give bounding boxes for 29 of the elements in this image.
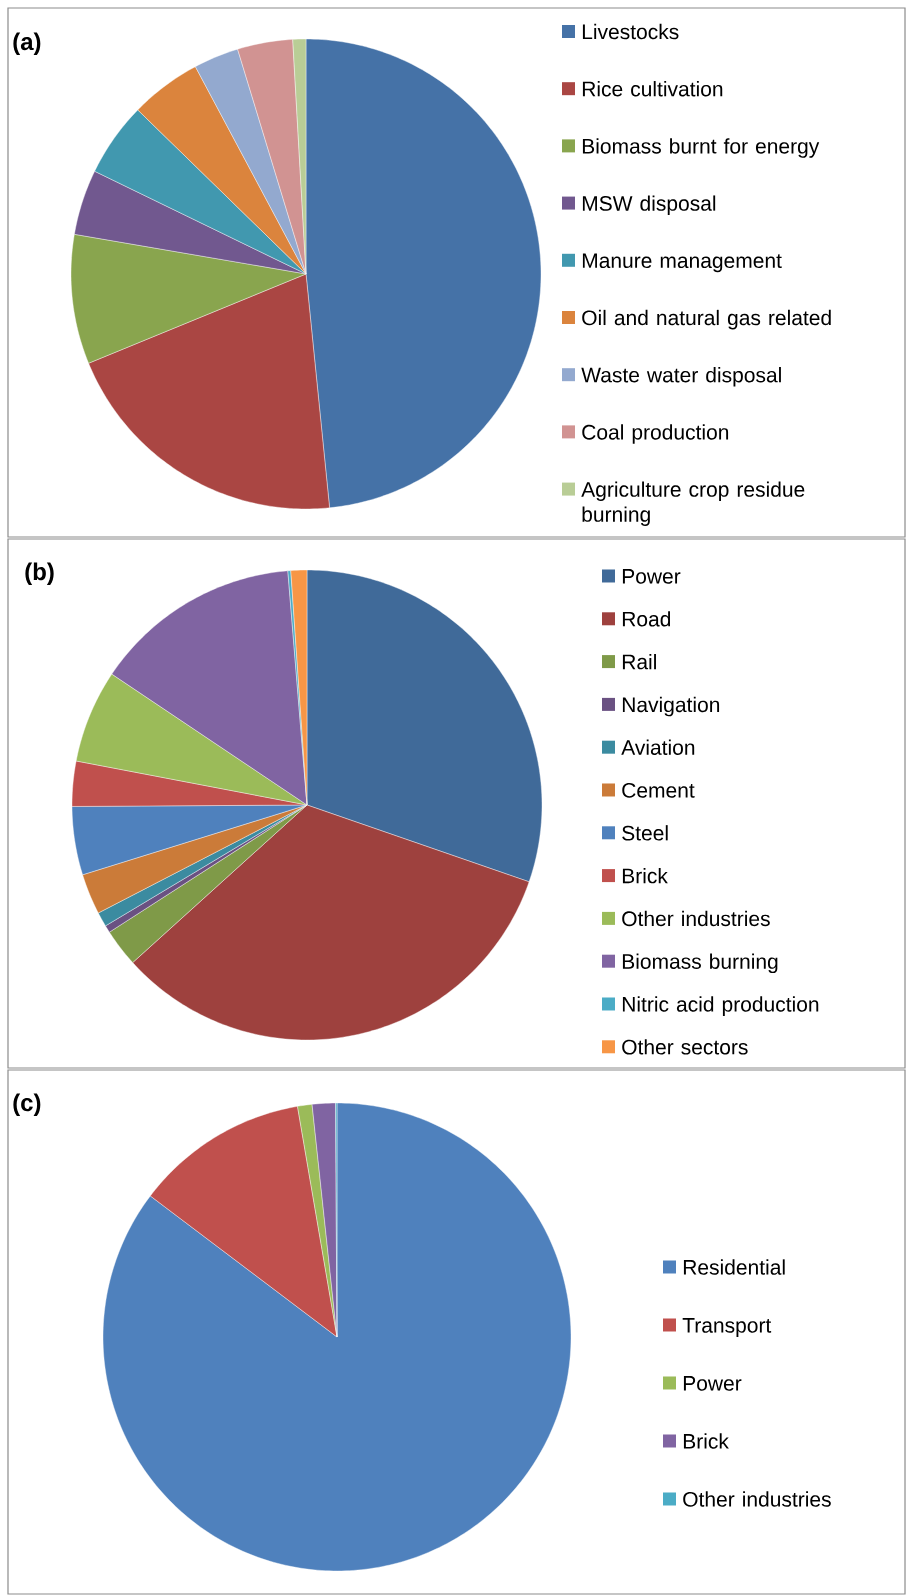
text: (a) — [13, 32, 41, 55]
legend-label: Rail — [622, 653, 656, 670]
legend-label: Navigation — [622, 696, 720, 717]
legend-label: Transport — [682, 1318, 772, 1337]
legend-label: Coal production — [582, 424, 729, 444]
legend-label: Other industries — [683, 1491, 831, 1507]
legend-label: Power — [683, 1376, 742, 1391]
legend-label: Oil and natural gas related — [582, 309, 831, 330]
legend-label: Waste water disposal — [581, 367, 781, 387]
legend-label: Nitric acid production — [622, 996, 819, 1016]
text: (b) — [25, 562, 54, 585]
legend-label: Steel — [622, 825, 668, 841]
legend-label: Rice cultivation — [582, 81, 723, 97]
legend-label: Brick — [683, 1433, 729, 1449]
legend-label: Biomass burnt for energy — [582, 138, 820, 158]
legend-label: Biomass burning — [622, 953, 778, 974]
legend-label: Other sectors — [622, 1039, 748, 1055]
legend-label: Road — [622, 611, 671, 627]
legend-label: Aviation — [621, 739, 695, 755]
legend-label: Manure management — [582, 253, 782, 273]
legend-label: Agriculture crop residue burning — [581, 481, 805, 527]
legend-label: Other industries — [622, 910, 770, 927]
legend-label: Power — [622, 569, 681, 584]
legend-label: Livestocks — [582, 23, 679, 40]
legend-label: Cement — [622, 782, 695, 798]
chart-title: (c) — [13, 1093, 41, 1116]
legend-label: MSW disposal — [582, 195, 716, 215]
legend-label: Residential — [683, 1259, 785, 1275]
legend-label: Brick — [622, 867, 668, 884]
